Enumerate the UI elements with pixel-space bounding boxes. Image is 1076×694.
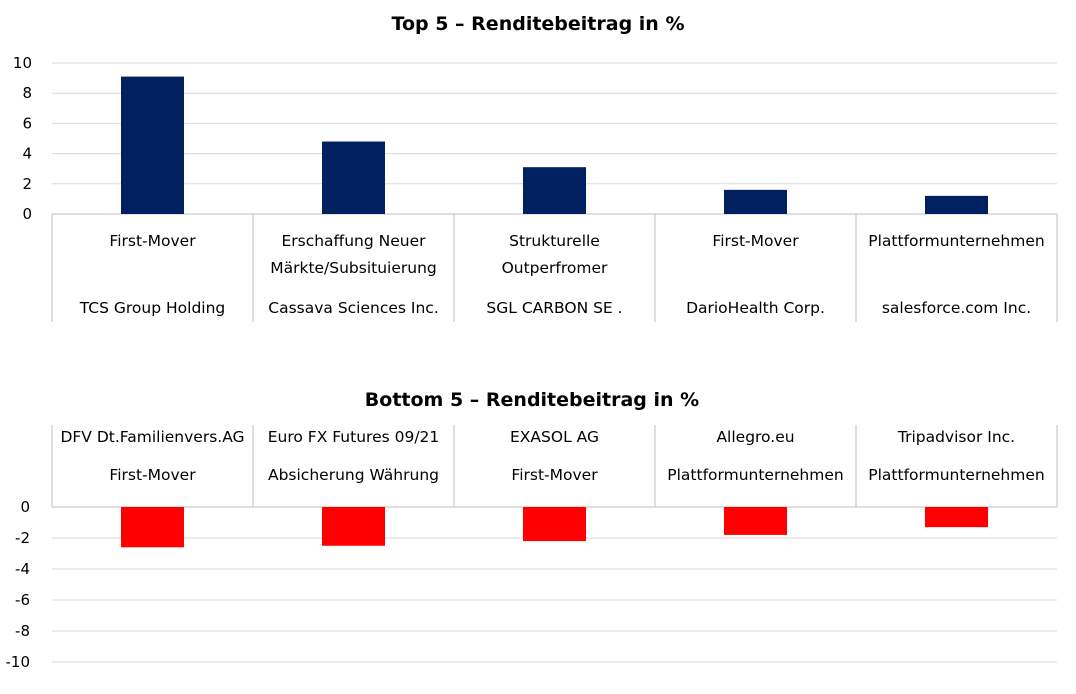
- bottom-y-tick-label: -4: [15, 560, 30, 578]
- top-bar: [724, 189, 787, 214]
- top-category-segment-line: Märkte/Subsituierung: [270, 259, 437, 277]
- bottom-category-company-label: Euro FX Futures 09/21: [268, 428, 440, 446]
- bottom-y-tick-label: -10: [6, 653, 31, 671]
- bottom-bar: [322, 507, 385, 546]
- top-bar: [322, 141, 385, 214]
- top-y-tick-label: 6: [22, 114, 32, 132]
- bottom-chart-title: Bottom 5 – Renditebeitrag in %: [365, 389, 699, 411]
- bottom-category-segment-label: Plattformunternehmen: [868, 466, 1044, 484]
- top-bar: [121, 76, 184, 214]
- top-category-segment-line: Outperfromer: [502, 259, 608, 277]
- top-category-company-label: DarioHealth Corp.: [686, 299, 825, 317]
- top-category-segment-line: Strukturelle: [509, 232, 600, 250]
- top-category-company-label: TCS Group Holding: [79, 299, 226, 317]
- top-bar: [925, 195, 988, 214]
- top-chart: 0 2 4 6 8 10 First-Mover TCS Group Holding Ersch…: [13, 54, 1058, 322]
- bottom-y-tick-label: -6: [15, 591, 30, 609]
- top-category-segment-line: Erschaffung Neuer: [281, 232, 426, 250]
- bottom-category-company-label: Tripadvisor Inc.: [897, 428, 1015, 446]
- top-y-tick-label: 8: [22, 84, 32, 102]
- bottom-chart: 0 -2 -4 -6 -8 -10 DFV Dt.Familienvers.AG First-…: [6, 425, 1058, 671]
- top-chart-title: Top 5 – Renditebeitrag in %: [392, 13, 685, 35]
- bottom-bar: [925, 507, 988, 528]
- bottom-category-segment-label: First-Mover: [511, 466, 598, 484]
- bottom-category-segment-label: Plattformunternehmen: [667, 466, 843, 484]
- top-category-segment-label: Strukturelle Outperfromer: [502, 232, 608, 277]
- top-category-segment-label: Plattformunternehmen: [868, 232, 1044, 250]
- top-y-tick-label: 10: [13, 54, 32, 72]
- bottom-y-tick-label: -8: [15, 622, 30, 640]
- bottom-category-segment-label: First-Mover: [109, 466, 196, 484]
- top-category-segment-label: First-Mover: [109, 232, 196, 250]
- top-bar: [523, 167, 586, 214]
- top-category-segment-label: Erschaffung Neuer Märkte/Subsituierung: [270, 232, 437, 277]
- top-category-company-label: salesforce.com Inc.: [882, 299, 1031, 317]
- top-y-tick-label: 2: [22, 175, 32, 193]
- bottom-bar: [523, 507, 586, 542]
- top-category-company-label: Cassava Sciences Inc.: [268, 299, 439, 317]
- bottom-category-company-label: EXASOL AG: [510, 428, 599, 446]
- bottom-bar: [724, 507, 787, 535]
- bottom-bar: [121, 507, 184, 548]
- top-category-segment-label: First-Mover: [712, 232, 799, 250]
- bottom-y-tick-label: -2: [15, 529, 30, 547]
- top-y-tick-label: 0: [22, 205, 32, 223]
- top-y-tick-label: 4: [22, 145, 32, 163]
- top-category-company-label: SGL CARBON SE .: [486, 299, 622, 317]
- bottom-category-company-label: DFV Dt.Familienvers.AG: [60, 428, 244, 446]
- bottom-category-segment-label: Absicherung Währung: [268, 466, 439, 484]
- bottom-category-company-label: Allegro.eu: [716, 428, 794, 446]
- bottom-y-tick-label: 0: [20, 498, 30, 516]
